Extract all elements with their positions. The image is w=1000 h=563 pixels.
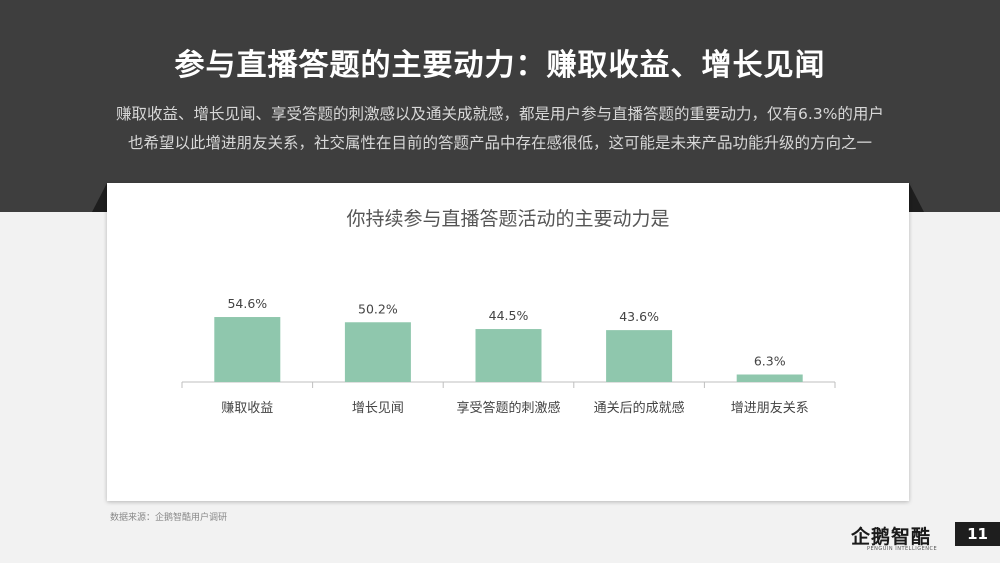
bar [344,322,411,382]
slide-title: 参与直播答题的主要动力：赚取收益、增长见闻 [174,48,826,83]
bar-value-label: 43.6% [619,309,659,324]
brand-logo: 企鹅智酷 PENGUIN INTELLIGENCE [851,522,947,556]
chart-title: 你持续参与直播答题活动的主要动力是 [346,208,669,230]
card-fold-left [92,183,107,212]
chart-card: 你持续参与直播答题活动的主要动力是 54.6% 赚取收益 50.2% 增长见闻 44.5%… [107,183,909,501]
bar-value-label: 54.6% [227,296,267,311]
x-axis-category-label: 增长见闻 [352,401,404,416]
bar [214,317,281,382]
subtitle-line-2: 也希望以此增进朋友关系，社交属性在目前的答题产品中存在感很低，这可能是未来产品功… [127,134,872,152]
x-axis-category-label: 通关后的成就感 [594,400,685,416]
data-source-note: 数据来源：企鹅智酷用户调研 [110,513,228,523]
bar-value-label: 50.2% [358,301,398,316]
bar [736,374,803,382]
x-axis-category-label: 赚取收益 [221,400,273,416]
subtitle-line-1: 赚取收益、增长见闻、享受答题的刺激感以及通关成就感，都是用户参与直播答题的重要动… [116,105,884,123]
x-axis-category-label: 享受答题的刺激感 [456,400,560,416]
bar-value-label: 44.5% [489,308,529,323]
x-axis-category-label: 增进朋友关系 [731,400,809,416]
header-band: 参与直播答题的主要动力：赚取收益、增长见闻 赚取收益、增长见闻、享受答题的刺激感… [0,0,1000,212]
bar [475,329,542,382]
page-number: 11 [955,522,1000,546]
bar-value-label: 6.3% [754,354,786,369]
logo-text: 企鹅智酷 [851,526,932,548]
bar-chart: 你持续参与直播答题活动的主要动力是 54.6% 赚取收益 50.2% 增长见闻 44.5%… [181,208,836,416]
logo-subtext: PENGUIN INTELLIGENCE [867,546,938,552]
bar [606,330,673,382]
card-fold-right [909,183,924,212]
slide-subtitle: 赚取收益、增长见闻、享受答题的刺激感以及通关成就感，都是用户参与直播答题的重要动… [40,100,960,158]
